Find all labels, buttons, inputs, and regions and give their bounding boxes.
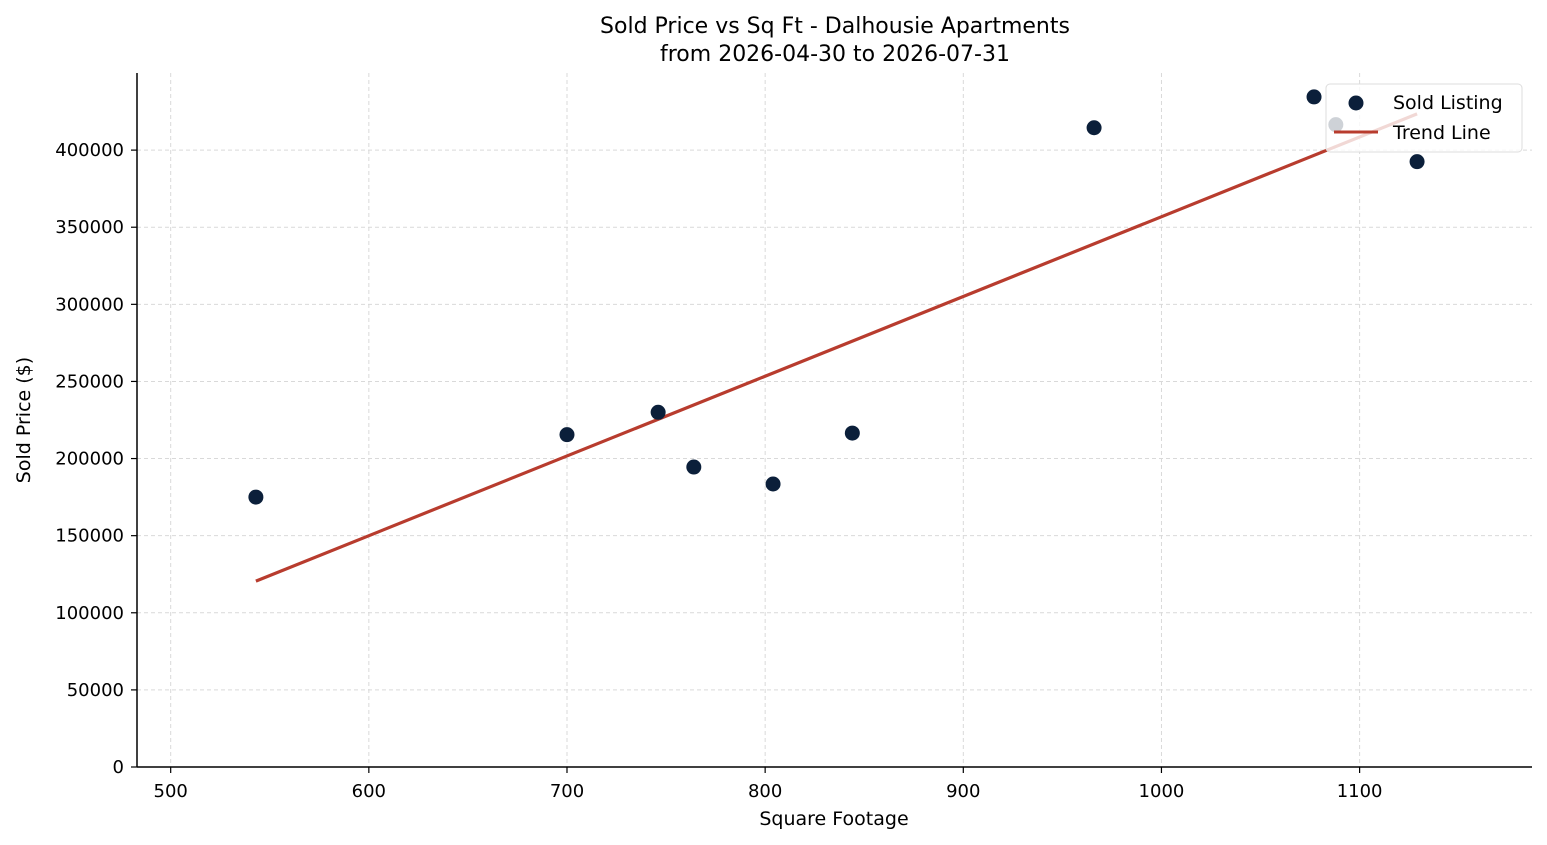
x-tick-label-900: 900 [946,781,980,802]
chart-subtitle: from 2026-04-30 to 2026-07-31 [660,42,1010,67]
y-axis-ticks: 0 50000 100000 150000 200000 250000 300000 3500… [55,140,137,778]
scatter-point-3 [686,459,702,475]
x-tick-label-1100: 1100 [1337,781,1383,802]
legend-marker-sold-listing [1348,95,1364,111]
x-tick-label-800: 800 [748,781,782,802]
y-tick-label-100000: 100000 [55,603,124,624]
scatter-point-1 [559,427,575,443]
x-tick-label-1000: 1000 [1139,781,1185,802]
x-tick-label-500: 500 [154,781,188,802]
scatter-point-7 [1306,89,1322,105]
scatter-point-9 [1409,154,1425,170]
y-tick-label-250000: 250000 [55,371,124,392]
y-tick-label-50000: 50000 [67,680,124,701]
legend-box [1325,83,1523,153]
legend-label-sold-listing: Sold Listing [1393,92,1503,114]
scatter-point-5 [844,425,860,441]
legend: Sold Listing Trend Line [1325,83,1523,153]
x-axis-label: Square Footage [759,808,908,830]
trend-line [255,112,1418,583]
legend-label-trend-line: Trend Line [1392,122,1491,144]
scatter-point-6 [1086,120,1102,136]
x-axis-ticks: 500 600 700 800 900 1000 1100 [154,767,1383,802]
y-tick-label-400000: 400000 [55,140,124,161]
scatter-point-0 [248,489,264,505]
scatter-point-2 [650,404,666,420]
y-tick-label-150000: 150000 [55,526,124,547]
x-tick-label-700: 700 [550,781,584,802]
y-tick-label-350000: 350000 [55,217,124,238]
y-tick-label-300000: 300000 [55,294,124,315]
y-tick-label-0: 0 [113,757,124,778]
scatter-point-4 [765,476,781,492]
x-tick-label-600: 600 [352,781,386,802]
trend-line-layer [255,112,1418,583]
chart-title: Sold Price vs Sq Ft - Dalhousie Apartmen… [600,14,1070,39]
y-axis-label: Sold Price ($) [13,357,35,483]
y-tick-label-200000: 200000 [55,449,124,470]
